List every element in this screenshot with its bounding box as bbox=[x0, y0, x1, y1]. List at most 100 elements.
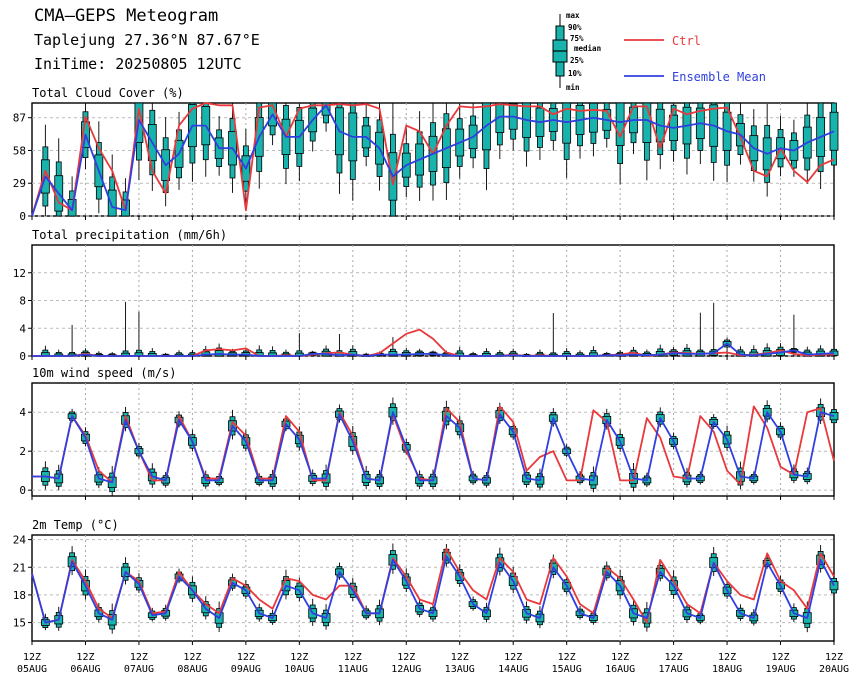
box-plot bbox=[709, 302, 719, 357]
box-plot bbox=[361, 103, 371, 167]
box-plot bbox=[695, 312, 705, 357]
x-tick-label-date: 19AUG bbox=[765, 664, 795, 675]
x-tick-label-hour: 12Z bbox=[718, 652, 736, 663]
box-plot bbox=[40, 345, 50, 357]
x-tick-label-date: 09AUG bbox=[231, 664, 261, 675]
x-tick-label-date: 16AUG bbox=[605, 664, 635, 675]
box-plot bbox=[268, 102, 278, 146]
legend-box-label: 75% bbox=[570, 34, 584, 43]
x-tick-label-hour: 12Z bbox=[772, 652, 790, 663]
x-tick-label-hour: 12Z bbox=[665, 652, 683, 663]
y-tick-label: 4 bbox=[19, 406, 26, 419]
ensemble-mean-series-line bbox=[32, 411, 835, 484]
x-tick-label-hour: 12Z bbox=[237, 652, 255, 663]
y-tick-label: 0 bbox=[19, 350, 26, 363]
box-plot bbox=[655, 102, 665, 170]
box-plot bbox=[829, 102, 839, 182]
box-plot bbox=[94, 121, 104, 214]
box-plot bbox=[134, 311, 144, 357]
legend-box-label: 25% bbox=[570, 56, 584, 65]
box-inner bbox=[642, 102, 652, 143]
x-tick-label-hour: 12Z bbox=[611, 652, 629, 663]
panel-frame bbox=[31, 382, 835, 497]
box-plot bbox=[669, 103, 678, 162]
box-plot bbox=[415, 111, 425, 201]
panel-title: Total precipitation (mm/6h) bbox=[32, 228, 227, 242]
box-inner bbox=[107, 189, 117, 217]
box-plot bbox=[816, 102, 826, 190]
x-tick-label-date: 15AUG bbox=[552, 664, 582, 675]
box-plot bbox=[575, 350, 585, 357]
box-plot bbox=[348, 102, 358, 201]
legend-ctrl-label: Ctrl bbox=[672, 34, 701, 48]
box-plot bbox=[281, 103, 291, 185]
box-plot bbox=[495, 102, 505, 160]
x-tick-label-date: 11AUG bbox=[338, 664, 368, 675]
y-tick-label: 12 bbox=[13, 267, 26, 280]
box-inner bbox=[495, 102, 505, 133]
page-title: CMA–GEPS Meteogram bbox=[34, 6, 219, 26]
x-tick-label-hour: 12Z bbox=[130, 652, 148, 663]
box-plot bbox=[187, 102, 197, 182]
x-tick-label-date: 10AUG bbox=[284, 664, 314, 675]
x-tick-label-date: 07AUG bbox=[124, 664, 154, 675]
box-plot bbox=[548, 102, 558, 151]
legend-box-label: min bbox=[566, 83, 580, 92]
ensemble-mean-series-line bbox=[32, 342, 835, 357]
x-tick-label-hour: 12Z bbox=[451, 652, 469, 663]
x-tick-label-hour: 12Z bbox=[504, 652, 522, 663]
x-tick-label-hour: 12Z bbox=[558, 652, 576, 663]
box-plot bbox=[254, 102, 264, 189]
box-plot bbox=[214, 116, 224, 176]
init-time: IniTime: 20250805 12UTC bbox=[34, 55, 242, 73]
x-tick-label-date: 20AUG bbox=[819, 664, 849, 675]
box-plot bbox=[67, 324, 77, 357]
panel-title: 2m Temp (°C) bbox=[32, 518, 119, 532]
box-plot bbox=[147, 348, 157, 357]
y-tick-label: 58 bbox=[13, 144, 26, 157]
panel-title: 10m wind speed (m/s) bbox=[32, 366, 177, 380]
y-tick-label: 4 bbox=[19, 322, 26, 335]
box-plot bbox=[268, 346, 278, 357]
x-tick-label-date: 12AUG bbox=[391, 664, 421, 675]
box-plot bbox=[709, 102, 719, 181]
box-inner bbox=[829, 111, 839, 151]
legend-box-label: max bbox=[566, 11, 580, 20]
station-location: Taplejung 27.36°N 87.67°E bbox=[34, 31, 260, 49]
box-plot bbox=[669, 347, 678, 357]
ensemble-mean-series-line bbox=[31, 555, 835, 624]
box-inner bbox=[615, 102, 625, 146]
x-tick-label-date: 08AUG bbox=[177, 664, 207, 675]
box-plot bbox=[335, 102, 344, 194]
box-plot bbox=[174, 111, 184, 190]
box-plot bbox=[482, 102, 491, 191]
legend-box-label: 90% bbox=[568, 23, 582, 32]
ensemble-mean-series-line bbox=[31, 104, 835, 217]
x-tick-label-hour: 12Z bbox=[23, 652, 41, 663]
box-plot bbox=[602, 102, 612, 148]
x-tick-label-hour: 12Z bbox=[183, 652, 201, 663]
box-plot bbox=[615, 102, 625, 185]
box-plot bbox=[121, 301, 130, 357]
box-plot bbox=[201, 102, 211, 177]
y-tick-label: 21 bbox=[13, 561, 26, 574]
box-inner bbox=[829, 412, 839, 421]
x-tick-label-hour: 12Z bbox=[344, 652, 362, 663]
box-plot bbox=[548, 313, 558, 357]
box-plot bbox=[562, 348, 572, 357]
x-tick-label-date: 06AUG bbox=[70, 664, 100, 675]
box-plot bbox=[642, 102, 652, 181]
x-tick-label-date: 18AUG bbox=[712, 664, 742, 675]
box-plot bbox=[482, 348, 491, 357]
panel-title: Total Cloud Cover (%) bbox=[32, 86, 184, 100]
x-tick-label-date: 13AUG bbox=[445, 664, 475, 675]
y-tick-label: 18 bbox=[13, 589, 26, 602]
x-tick-label-date: 05AUG bbox=[17, 664, 47, 675]
chart-legend bbox=[552, 14, 664, 88]
y-tick-label: 29 bbox=[13, 177, 26, 190]
y-tick-label: 0 bbox=[19, 210, 26, 223]
box-plot bbox=[441, 103, 451, 200]
y-tick-label: 8 bbox=[19, 295, 26, 308]
legend-box-label: 10% bbox=[568, 69, 582, 78]
